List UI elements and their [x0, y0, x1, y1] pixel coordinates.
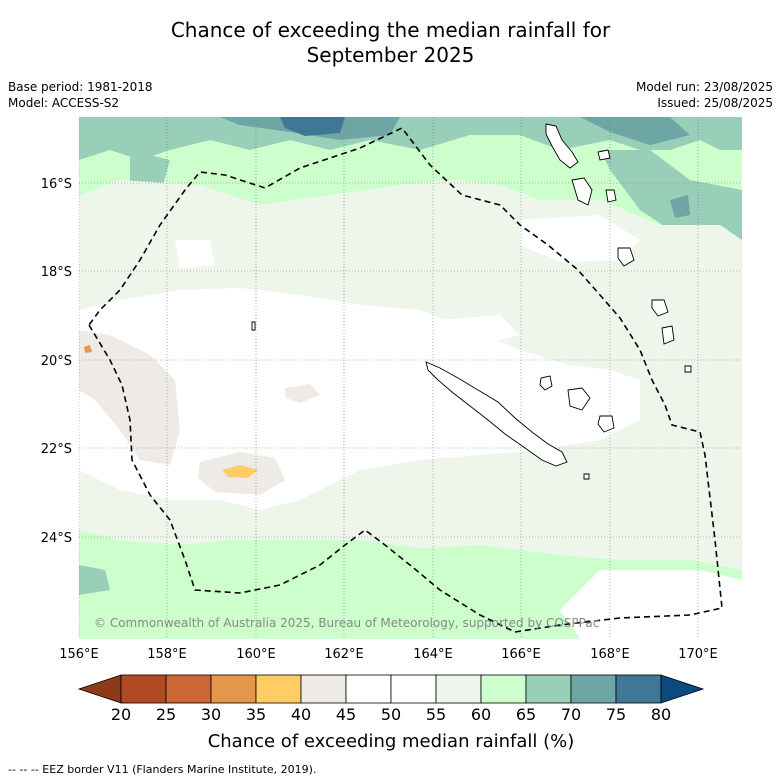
lon-axis: 156°E 158°E 160°E 162°E 164°E 166°E 168°… [59, 647, 718, 662]
colorbar-box-60-65 [480, 674, 527, 704]
contour-35-40 [222, 465, 258, 478]
graticule [79, 117, 742, 639]
island-espiritu-santo [545, 123, 579, 169]
colorbar-tick-45: 45 [336, 705, 356, 724]
colorbar-box-50-55 [390, 674, 437, 704]
colorbar-box-70-75 [570, 674, 617, 704]
lat-axis: 16°S 18°S 20°S 22°S 24°S [41, 177, 72, 546]
lon-label-156e: 156°E [59, 647, 99, 662]
colorbar-tick-35: 35 [246, 705, 266, 724]
title-line-1: Chance of exceeding the median rainfall … [170, 18, 611, 42]
base-info: Base period: 1981-2018 Model: ACCESS-S2 [8, 79, 153, 111]
lat-label-16s: 16°S [41, 177, 72, 192]
colorbar-label: Chance of exceeding median rainfall (%) [208, 731, 575, 752]
title-line-2: September 2025 [306, 43, 475, 67]
colorbar-box-25-30 [165, 674, 212, 704]
issued-date: Issued: 25/08/2025 [657, 96, 773, 110]
colorbar-tick-80: 80 [651, 705, 671, 724]
colorbar-tick-20: 20 [111, 705, 131, 724]
contour-30-35 [84, 345, 92, 353]
contour-45-55-south [560, 570, 742, 639]
colorbar-tick-55: 55 [426, 705, 446, 724]
copyright-notice: © Commonwealth of Australia 2025, Bureau… [94, 616, 599, 630]
lat-label-20s: 20°S [41, 354, 72, 369]
island-tanna [661, 325, 675, 345]
lon-label-158e: 158°E [147, 647, 187, 662]
colorbar-tick-70: 70 [561, 705, 581, 724]
colorbar-over-arrow [660, 674, 705, 704]
island-mare [597, 415, 615, 433]
lat-label-18s: 18°S [41, 265, 72, 280]
lon-label-170e: 170°E [678, 647, 718, 662]
contour-70-75-east [670, 195, 690, 218]
colorbar: 20 25 30 35 40 45 50 55 60 65 70 75 80 Chance of exc… [77, 674, 705, 752]
colorbar-tick-25: 25 [156, 705, 176, 724]
contour-45-55-ne [520, 215, 640, 262]
colorbar-under-arrow [77, 674, 122, 704]
colorbar-box-20-25 [120, 674, 167, 704]
colorbar-tick-40: 40 [291, 705, 311, 724]
colorbar-box-30-35 [210, 674, 257, 704]
contour-70-75-ne [580, 117, 690, 145]
lat-label-22s: 22°S [41, 442, 72, 457]
base-period: Base period: 1981-2018 [8, 80, 153, 94]
contour-75-80 [280, 117, 345, 136]
lon-label-164e: 164°E [413, 647, 453, 662]
contour-45-55-mid [440, 315, 520, 345]
lon-label-162e: 162°E [324, 647, 364, 662]
island-pines [583, 473, 590, 480]
colorbar-box-55-60 [435, 674, 482, 704]
colorbar-tick-60: 60 [471, 705, 491, 724]
colorbar-tick-65: 65 [516, 705, 536, 724]
island-ambae [597, 149, 611, 161]
map-area[interactable]: © Commonwealth of Australia 2025, Bureau… [79, 117, 742, 639]
model-run: Model run: 23/08/2025 [635, 80, 773, 94]
colorbar-box-40-45 [300, 674, 347, 704]
colorbar-tick-75: 75 [606, 705, 626, 724]
island-chesterfield [251, 321, 256, 331]
colorbar-box-75-80 [615, 674, 662, 704]
lon-label-168e: 168°E [590, 647, 630, 662]
contour-40-45-center [285, 384, 320, 403]
island-erromango [651, 299, 669, 317]
eez-border [88, 126, 723, 633]
contour-40-45-west [79, 330, 180, 465]
island-malakula [571, 177, 593, 206]
colorbar-tick-30: 30 [201, 705, 221, 724]
colorbar-ticks: 20 25 30 35 40 45 50 55 60 65 70 75 80 [111, 705, 671, 724]
model-name: Model: ACCESS-S2 [8, 96, 120, 110]
run-info: Model run: 23/08/2025 Issued: 25/08/2025 [636, 79, 773, 111]
lon-label-160e: 160°E [236, 647, 276, 662]
colorbar-box-35-40 [255, 674, 302, 704]
eez-footnote: -- -- -- EEZ border V11 (Flanders Marine… [8, 763, 317, 776]
colorbar-boxes [120, 674, 662, 704]
contour-65-70-north [79, 117, 742, 160]
island-aneityum [684, 365, 692, 373]
colorbar-box-65-70 [525, 674, 572, 704]
contour-65-70-sw [79, 565, 110, 595]
map-title: Chance of exceeding the median rainfall … [0, 18, 781, 68]
island-epi [605, 189, 617, 203]
colorbar-box-45-50 [345, 674, 392, 704]
island-efate [617, 247, 635, 267]
colorbar-tick-50: 50 [381, 705, 401, 724]
new-caledonia-grande-terre [425, 361, 568, 467]
lon-label-166e: 166°E [501, 647, 541, 662]
contour-45-55-nw [175, 240, 215, 268]
island-ouvea [539, 375, 553, 391]
island-lifou [567, 387, 591, 411]
lat-label-24s: 24°S [41, 531, 72, 546]
contour-45-55-main [79, 288, 640, 510]
